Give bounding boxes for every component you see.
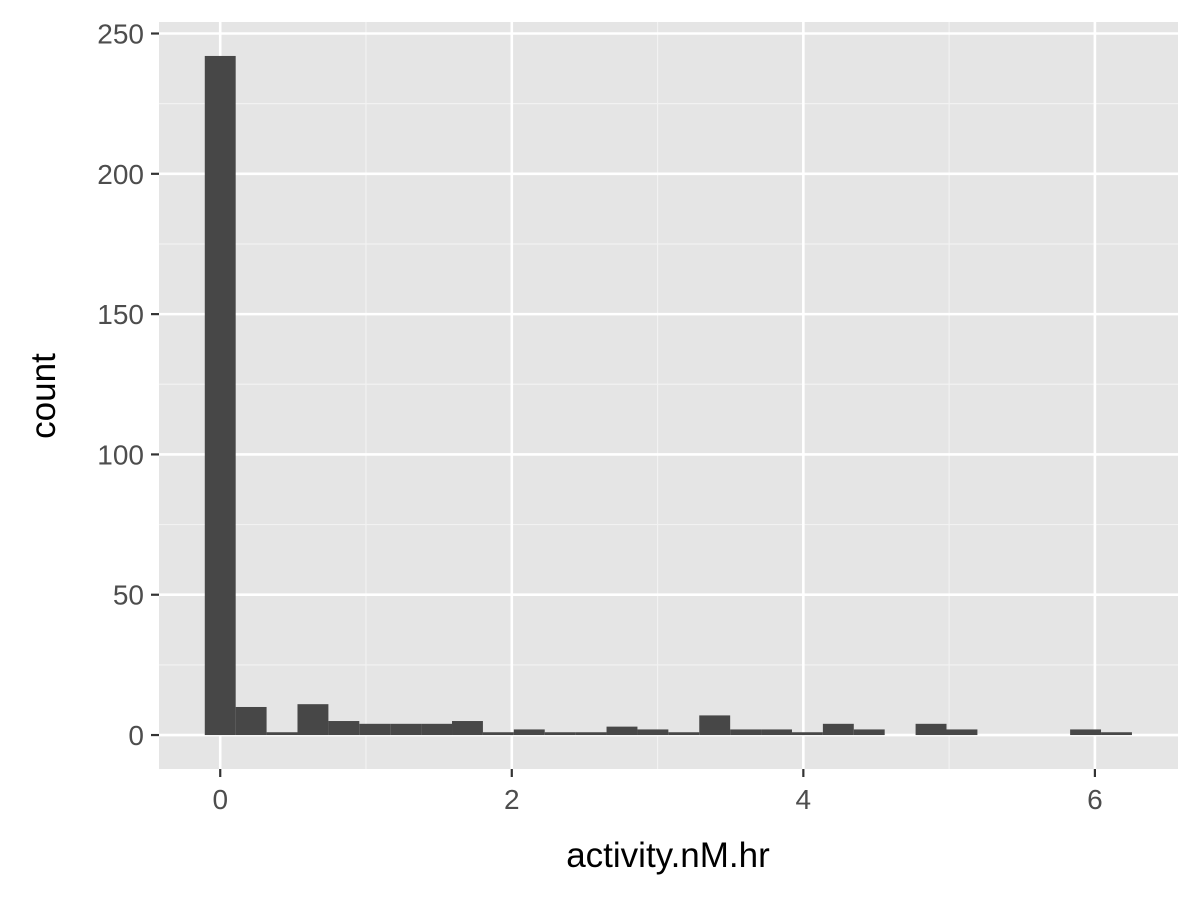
histogram-bar xyxy=(421,723,453,736)
histogram-bars xyxy=(204,55,1132,736)
y-tick-label: 100 xyxy=(97,439,144,470)
histogram-bar xyxy=(1070,729,1102,736)
y-tick-label: 0 xyxy=(128,720,144,751)
plot-panel xyxy=(159,22,1178,769)
x-tick-label: 0 xyxy=(212,784,228,815)
x-tick-label: 2 xyxy=(504,784,520,815)
histogram-bar xyxy=(668,732,700,736)
histogram-bar xyxy=(359,723,391,736)
histogram-bar xyxy=(575,732,607,736)
y-tick-label: 50 xyxy=(113,580,144,611)
histogram-bar xyxy=(822,723,854,736)
histogram-bar xyxy=(328,721,360,736)
y-axis: 0 50 100 150 200 250 xyxy=(97,19,159,751)
x-axis-title: activity.nM.hr xyxy=(566,836,770,875)
histogram-bar xyxy=(730,729,762,736)
histogram-bar xyxy=(791,732,823,736)
histogram-bar xyxy=(761,729,792,736)
histogram-bar xyxy=(637,729,669,736)
y-tick-label: 150 xyxy=(97,299,144,330)
histogram-bar xyxy=(513,729,545,736)
histogram-bar xyxy=(699,715,731,736)
histogram-bar xyxy=(235,706,267,736)
histogram-bar xyxy=(606,726,638,736)
histogram-bar xyxy=(1101,732,1132,736)
histogram-bar xyxy=(204,55,236,736)
histogram-bar xyxy=(853,729,885,736)
x-tick-label: 6 xyxy=(1087,784,1103,815)
x-tick-label: 4 xyxy=(796,784,812,815)
y-tick-label: 250 xyxy=(97,19,144,50)
y-axis-title: count xyxy=(24,353,63,439)
y-tick-label: 200 xyxy=(97,159,144,190)
histogram-bar xyxy=(297,704,329,736)
histogram-bar xyxy=(452,721,483,736)
histogram-bar xyxy=(544,732,576,736)
x-axis: 0 2 4 6 xyxy=(212,769,1103,815)
histogram-bar xyxy=(390,723,422,736)
histogram-bar xyxy=(946,729,978,736)
minor-gridlines xyxy=(159,22,1178,769)
histogram-bar xyxy=(266,732,298,736)
histogram-bar xyxy=(482,732,514,736)
histogram-bar xyxy=(915,723,947,736)
